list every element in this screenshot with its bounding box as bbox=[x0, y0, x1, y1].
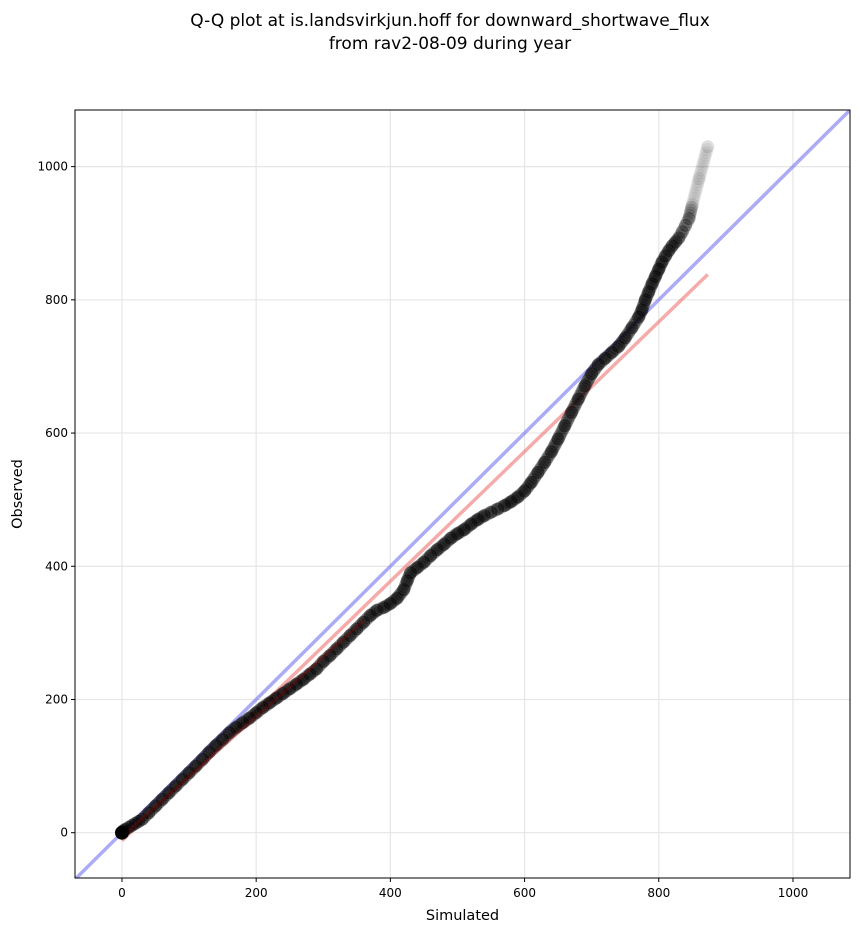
data-point bbox=[559, 416, 573, 430]
data-point bbox=[618, 331, 632, 345]
data-point bbox=[573, 389, 587, 403]
data-point bbox=[635, 303, 649, 317]
y-tick-label: 400 bbox=[45, 559, 68, 573]
data-point bbox=[662, 244, 676, 258]
data-point bbox=[670, 233, 684, 247]
data-point bbox=[698, 151, 712, 165]
data-point bbox=[667, 237, 681, 251]
data-point bbox=[571, 392, 585, 406]
grid bbox=[75, 110, 850, 878]
x-axis-label: Simulated bbox=[426, 908, 499, 924]
data-point bbox=[691, 174, 705, 188]
data-point bbox=[694, 166, 708, 180]
y-tick-label: 0 bbox=[60, 826, 68, 840]
data-point bbox=[696, 157, 710, 171]
y-tick-label: 800 bbox=[45, 293, 68, 307]
data-point bbox=[699, 145, 713, 159]
data-point bbox=[664, 241, 678, 255]
data-point bbox=[579, 376, 593, 390]
y-axis-label: Observed bbox=[10, 459, 26, 529]
data-point bbox=[677, 222, 691, 236]
data-point bbox=[544, 445, 558, 459]
axis-ticks: 0 200 400 600 800 1000 0 200 400 600 800 1000 bbox=[37, 160, 808, 900]
data-point bbox=[566, 403, 580, 417]
data-point bbox=[558, 419, 572, 433]
data-point bbox=[552, 429, 566, 443]
data-point bbox=[665, 239, 679, 253]
data-point bbox=[672, 231, 686, 245]
x-tick-label: 0 bbox=[118, 886, 126, 900]
data-point bbox=[690, 180, 704, 194]
x-tick-label: 600 bbox=[513, 886, 536, 900]
data-point bbox=[679, 218, 693, 232]
y-tick-label: 200 bbox=[45, 692, 68, 706]
data-point bbox=[685, 200, 699, 214]
y-tick-label: 600 bbox=[45, 426, 68, 440]
data-point bbox=[684, 203, 698, 217]
data-point bbox=[683, 209, 697, 223]
data-point bbox=[685, 198, 699, 212]
data-point bbox=[680, 215, 694, 229]
data-point bbox=[698, 148, 712, 162]
y-tick-label: 1000 bbox=[37, 160, 68, 174]
plot-frame bbox=[74, 109, 851, 879]
data-point bbox=[585, 367, 599, 381]
data-point bbox=[687, 192, 701, 206]
data-point bbox=[688, 186, 702, 200]
data-point bbox=[531, 465, 545, 479]
chart-subtitle: from rav2-08-09 during year bbox=[329, 34, 571, 54]
data-point bbox=[686, 195, 700, 209]
data-point bbox=[689, 183, 703, 197]
x-tick-label: 400 bbox=[379, 886, 402, 900]
data-point bbox=[700, 143, 714, 157]
data-point bbox=[669, 235, 683, 249]
data-point bbox=[551, 432, 565, 446]
x-tick-label: 200 bbox=[245, 886, 268, 900]
data-point bbox=[674, 228, 688, 242]
fit-line-overlap bbox=[120, 619, 365, 838]
data-point bbox=[692, 172, 706, 186]
data-point bbox=[682, 212, 696, 226]
data-point bbox=[538, 455, 552, 469]
plot-area bbox=[75, 110, 850, 878]
data-point bbox=[697, 154, 711, 168]
data-point bbox=[695, 160, 709, 174]
data-point bbox=[675, 225, 689, 239]
x-tick-label: 800 bbox=[647, 886, 670, 900]
data-point bbox=[546, 442, 560, 456]
data-point bbox=[565, 405, 579, 419]
chart-title: Q-Q plot at is.landsvirkjun.hoff for dow… bbox=[190, 11, 710, 31]
origin-point bbox=[114, 825, 129, 840]
x-tick-label: 1000 bbox=[778, 886, 809, 900]
data-point bbox=[683, 206, 697, 220]
data-point bbox=[691, 177, 705, 191]
data-point bbox=[693, 169, 707, 183]
data-point bbox=[524, 475, 538, 489]
data-point bbox=[694, 163, 708, 177]
data-point bbox=[688, 189, 702, 203]
data-point bbox=[578, 379, 592, 393]
data-point bbox=[625, 321, 639, 335]
data-point bbox=[701, 140, 715, 154]
